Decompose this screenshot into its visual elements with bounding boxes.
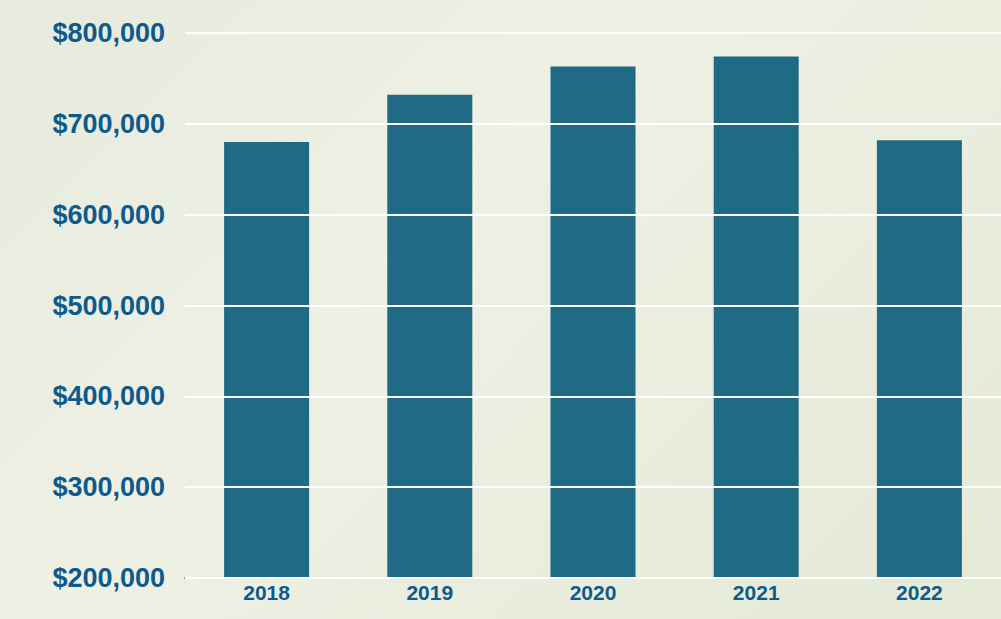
svg-text:$300,000: $300,000 [52, 472, 165, 502]
svg-text:$500,000: $500,000 [52, 291, 165, 321]
svg-text:$200,000: $200,000 [52, 563, 165, 593]
svg-text:$700,000: $700,000 [52, 109, 165, 139]
svg-text:2018: 2018 [243, 581, 290, 604]
svg-text:2022: 2022 [896, 581, 943, 604]
svg-text:$400,000: $400,000 [52, 381, 165, 411]
svg-text:$600,000: $600,000 [52, 200, 165, 230]
svg-text:$800,000: $800,000 [52, 18, 165, 48]
svg-text:2019: 2019 [406, 581, 453, 604]
svg-text:2021: 2021 [733, 581, 780, 604]
svg-text:2020: 2020 [570, 581, 617, 604]
